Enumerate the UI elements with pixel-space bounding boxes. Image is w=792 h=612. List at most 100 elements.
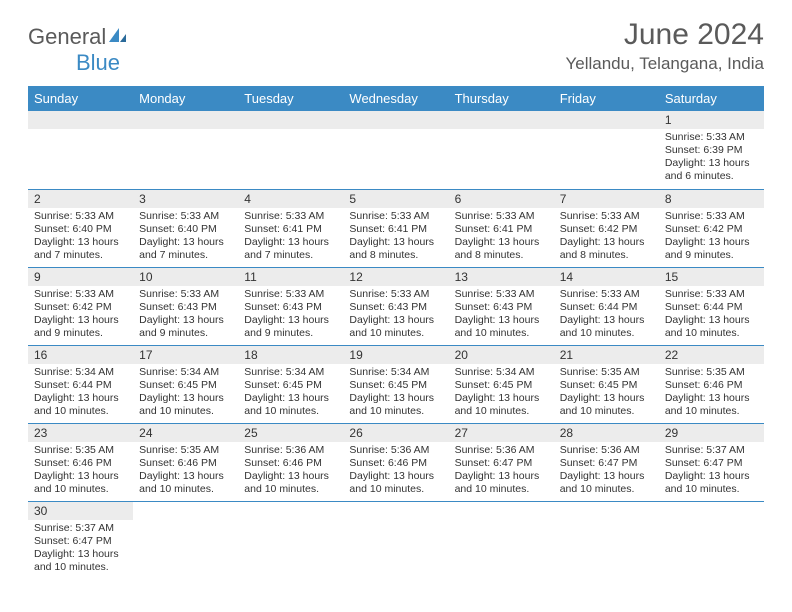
daylight-text: Daylight: 13 hours and 7 minutes. [34,236,127,262]
day-number: 12 [343,268,448,286]
sunset-text: Sunset: 6:41 PM [455,223,548,236]
day-details: Sunrise: 5:36 AMSunset: 6:47 PMDaylight:… [554,442,659,501]
day-number: 19 [343,346,448,364]
day-details: Sunrise: 5:33 AMSunset: 6:40 PMDaylight:… [133,208,238,267]
calendar-day-cell [238,501,343,579]
sunset-text: Sunset: 6:40 PM [139,223,232,236]
sunset-text: Sunset: 6:43 PM [244,301,337,314]
empty-daynum [133,111,238,129]
calendar-day-cell: 11Sunrise: 5:33 AMSunset: 6:43 PMDayligh… [238,267,343,345]
day-details: Sunrise: 5:33 AMSunset: 6:42 PMDaylight:… [554,208,659,267]
calendar-day-cell: 26Sunrise: 5:36 AMSunset: 6:46 PMDayligh… [343,423,448,501]
calendar-day-cell [28,111,133,189]
calendar-day-cell: 30Sunrise: 5:37 AMSunset: 6:47 PMDayligh… [28,501,133,579]
day-number: 3 [133,190,238,208]
daylight-text: Daylight: 13 hours and 10 minutes. [139,470,232,496]
calendar-day-cell: 7Sunrise: 5:33 AMSunset: 6:42 PMDaylight… [554,189,659,267]
logo: GeneralBlue [28,24,128,76]
daylight-text: Daylight: 13 hours and 10 minutes. [560,314,653,340]
calendar-day-cell: 27 Sunrise: 5:36 AMSunset: 6:47 PMDayligh… [449,423,554,501]
sunrise-text: Sunrise: 5:33 AM [34,210,127,223]
sunset-text: Sunset: 6:46 PM [244,457,337,470]
sunset-text: Sunset: 6:45 PM [455,379,548,392]
day-number: 14 [554,268,659,286]
day-number: 27 [449,424,554,442]
calendar-week-row: 23Sunrise: 5:35 AMSunset: 6:46 PMDayligh… [28,423,764,501]
sunset-text: Sunset: 6:41 PM [349,223,442,236]
day-details: Sunrise: 5:34 AMSunset: 6:45 PMDaylight:… [133,364,238,423]
daylight-text: Daylight: 13 hours and 10 minutes. [349,470,442,496]
sunrise-text: Sunrise: 5:35 AM [34,444,127,457]
day-details: Sunrise: 5:35 AMSunset: 6:45 PMDaylight:… [554,364,659,423]
sunset-text: Sunset: 6:47 PM [455,457,548,470]
calendar-day-cell: 20Sunrise: 5:34 AMSunset: 6:45 PMDayligh… [449,345,554,423]
sunset-text: Sunset: 6:46 PM [349,457,442,470]
calendar-day-cell [343,501,448,579]
day-details: Sunrise: 5:33 AMSunset: 6:44 PMDaylight:… [659,286,764,345]
daylight-text: Daylight: 13 hours and 8 minutes. [560,236,653,262]
sunset-text: Sunset: 6:44 PM [34,379,127,392]
day-details: Sunrise: 5:35 AMSunset: 6:46 PMDaylight:… [133,442,238,501]
day-details: Sunrise: 5:33 AMSunset: 6:43 PMDaylight:… [343,286,448,345]
day-number: 16 [28,346,133,364]
sunrise-text: Sunrise: 5:34 AM [455,366,548,379]
sunrise-text: Sunrise: 5:33 AM [665,210,758,223]
calendar-day-cell: 4Sunrise: 5:33 AMSunset: 6:41 PMDaylight… [238,189,343,267]
calendar-day-cell [554,501,659,579]
day-details: Sunrise: 5:37 AMSunset: 6:47 PMDaylight:… [28,520,133,579]
empty-daynum [238,111,343,129]
day-number: 9 [28,268,133,286]
sail-icon [106,24,128,50]
calendar-day-cell: 14Sunrise: 5:33 AMSunset: 6:44 PMDayligh… [554,267,659,345]
sunrise-text: Sunrise: 5:33 AM [139,288,232,301]
calendar-day-cell: 22Sunrise: 5:35 AMSunset: 6:46 PMDayligh… [659,345,764,423]
sunset-text: Sunset: 6:45 PM [244,379,337,392]
daylight-text: Daylight: 13 hours and 10 minutes. [139,392,232,418]
sunrise-text: Sunrise: 5:33 AM [665,131,758,144]
day-number: 2 [28,190,133,208]
daylight-text: Daylight: 13 hours and 10 minutes. [455,392,548,418]
weekday-header-row: Sunday Monday Tuesday Wednesday Thursday… [28,86,764,111]
sunrise-text: Sunrise: 5:36 AM [349,444,442,457]
sunrise-text: Sunrise: 5:36 AM [455,444,548,457]
sunrise-text: Sunrise: 5:33 AM [455,288,548,301]
day-details: Sunrise: 5:33 AMSunset: 6:39 PMDaylight:… [659,129,764,188]
day-details: Sunrise: 5:36 AMSunset: 6:46 PMDaylight:… [238,442,343,501]
header: GeneralBlue June 2024 Yellandu, Telangan… [28,18,764,76]
day-details: Sunrise: 5:35 AMSunset: 6:46 PMDaylight:… [659,364,764,423]
title-block: June 2024 Yellandu, Telangana, India [565,18,764,74]
calendar-day-cell [133,111,238,189]
daylight-text: Daylight: 13 hours and 10 minutes. [34,392,127,418]
daylight-text: Daylight: 13 hours and 8 minutes. [349,236,442,262]
daylight-text: Daylight: 13 hours and 10 minutes. [665,392,758,418]
daylight-text: Daylight: 13 hours and 10 minutes. [665,314,758,340]
logo-text-1: General [28,24,106,49]
sunrise-text: Sunrise: 5:35 AM [139,444,232,457]
day-details: Sunrise: 5:35 AMSunset: 6:46 PMDaylight:… [28,442,133,501]
calendar-day-cell: 1Sunrise: 5:33 AMSunset: 6:39 PMDaylight… [659,111,764,189]
calendar-day-cell [554,111,659,189]
sunset-text: Sunset: 6:42 PM [34,301,127,314]
sunrise-text: Sunrise: 5:34 AM [244,366,337,379]
sunrise-text: Sunrise: 5:33 AM [244,210,337,223]
sunset-text: Sunset: 6:47 PM [34,535,127,548]
daylight-text: Daylight: 13 hours and 10 minutes. [349,392,442,418]
sunset-text: Sunset: 6:45 PM [560,379,653,392]
calendar-day-cell [133,501,238,579]
calendar-day-cell: 19Sunrise: 5:34 AMSunset: 6:45 PMDayligh… [343,345,448,423]
sunrise-text: Sunrise: 5:33 AM [34,288,127,301]
calendar-day-cell: 16 Sunrise: 5:34 AMSunset: 6:44 PMDayligh… [28,345,133,423]
calendar-page: GeneralBlue June 2024 Yellandu, Telangan… [0,0,792,597]
daylight-text: Daylight: 13 hours and 10 minutes. [244,392,337,418]
day-number: 21 [554,346,659,364]
calendar-day-cell: 6Sunrise: 5:33 AMSunset: 6:41 PMDaylight… [449,189,554,267]
day-number: 25 [238,424,343,442]
calendar-day-cell: 17Sunrise: 5:34 AMSunset: 6:45 PMDayligh… [133,345,238,423]
calendar-week-row: 2Sunrise: 5:33 AMSunset: 6:40 PMDaylight… [28,189,764,267]
day-number: 22 [659,346,764,364]
daylight-text: Daylight: 13 hours and 10 minutes. [455,470,548,496]
sunrise-text: Sunrise: 5:34 AM [34,366,127,379]
day-details: Sunrise: 5:33 AMSunset: 6:43 PMDaylight:… [449,286,554,345]
calendar-week-row: 9Sunrise: 5:33 AMSunset: 6:42 PMDaylight… [28,267,764,345]
empty-daynum [554,111,659,129]
